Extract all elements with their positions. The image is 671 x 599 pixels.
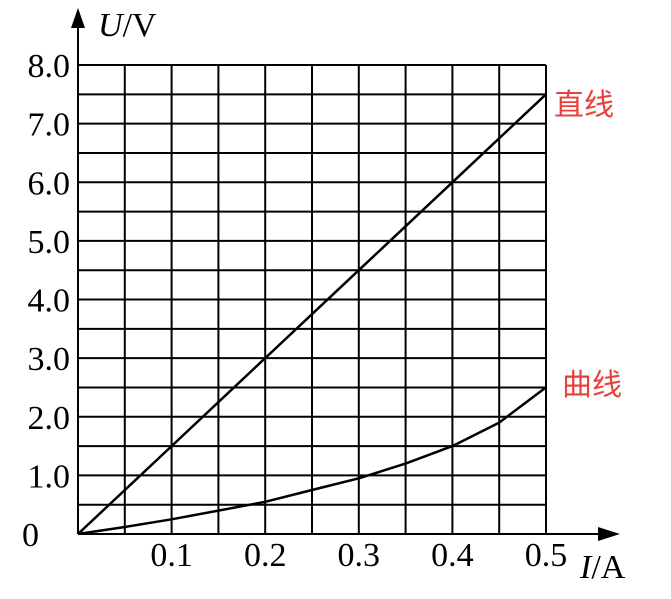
y-tick-label: 3.0 [28,341,71,378]
y-tick-label: 6.0 [28,165,71,202]
y-tick-label: 7.0 [28,107,71,144]
x-tick-label: 0.1 [150,537,193,574]
series-label-straight: 直线 [554,88,614,123]
y-tick-label: 2.0 [28,400,71,437]
x-tick-label: 0.4 [431,537,474,574]
series-label-curve: 曲线 [562,368,622,403]
y-axis-arrow [71,8,85,28]
axes [71,8,620,541]
x-axis-title: I/A [579,549,626,586]
x-tick-label: 0.5 [525,537,568,574]
x-axis-variable: I [579,549,593,586]
tick-labels: 1.0 2.0 3.0 4.0 5.0 6.0 7.0 8.0 0.1 0.2 0.3 0.4 0.5 [28,48,568,574]
y-axis-title: U/V [98,7,157,44]
grid [78,64,547,534]
x-tick-label: 0.2 [244,537,287,574]
series-group [77,93,547,536]
origin-label: 0 [22,517,39,554]
x-axis-unit: /A [591,549,625,586]
x-axis-arrow [598,527,620,541]
y-tick-label: 1.0 [28,458,71,495]
y-tick-label: 5.0 [28,224,71,261]
y-axis-unit: /V [123,7,157,44]
y-tick-label: 4.0 [28,283,71,320]
series-line-curve [77,386,547,536]
y-axis-variable: U [98,7,125,44]
series-line-straight [77,93,547,535]
x-tick-label: 0.3 [338,537,381,574]
y-tick-label: 8.0 [28,48,71,85]
